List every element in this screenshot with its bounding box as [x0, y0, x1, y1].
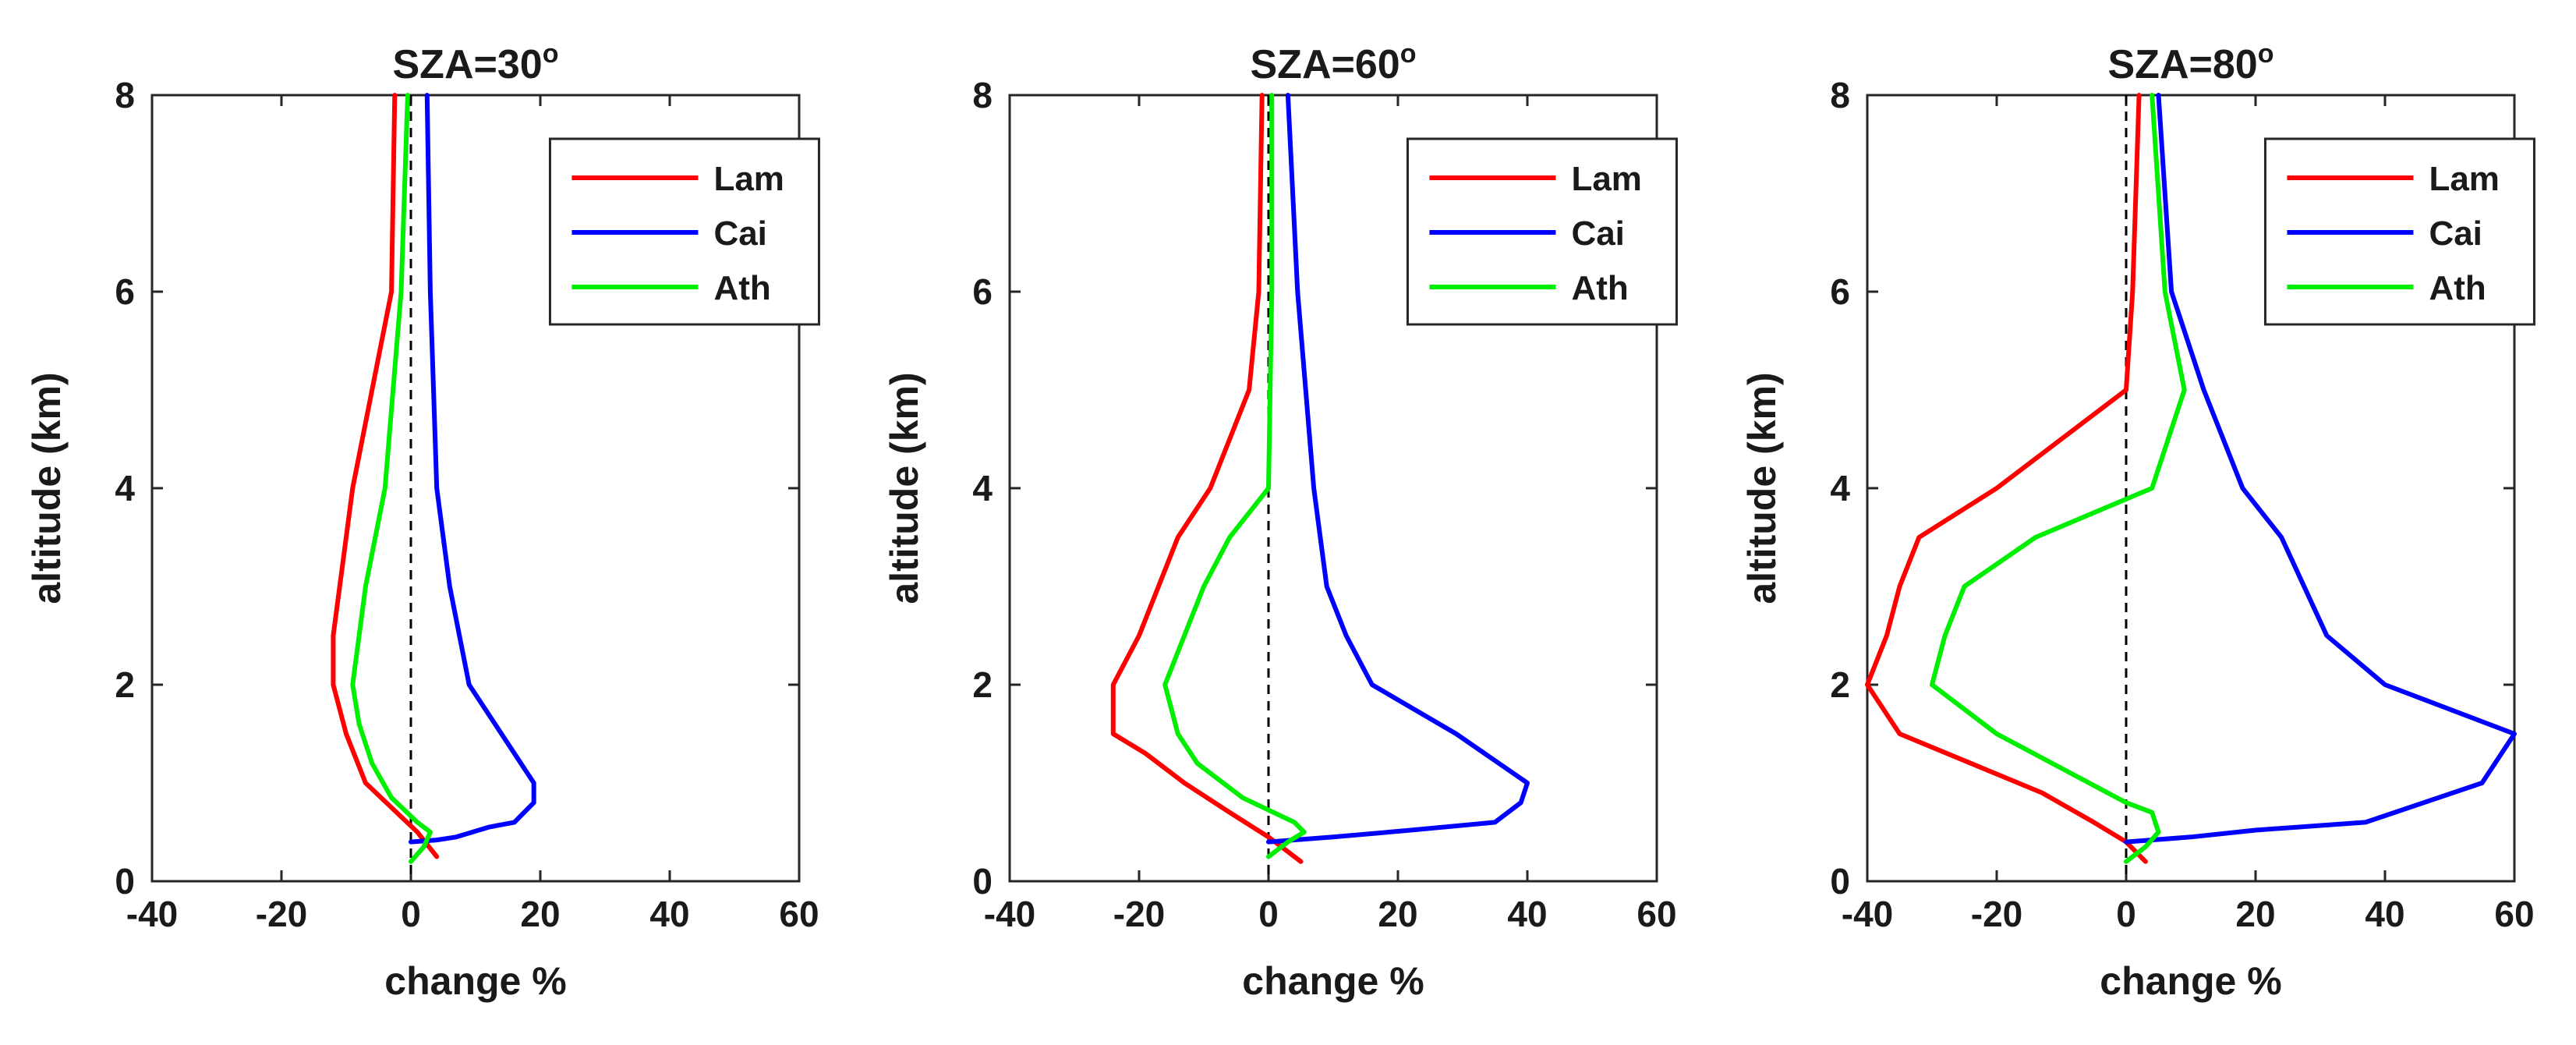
- chart-title: SZA=60o: [1251, 39, 1417, 87]
- chart-title: SZA=30o: [393, 39, 559, 87]
- series-line-cai: [1266, 93, 1530, 845]
- legend: Lam Cai Ath: [1406, 137, 1678, 326]
- x-tick-label: 60: [2494, 894, 2534, 934]
- y-tick-label: 2: [972, 664, 993, 705]
- x-tick-label: -40: [984, 894, 1035, 934]
- series-line-lam: [1110, 93, 1304, 864]
- series-line-lam: [1865, 93, 2148, 864]
- x-tick-label: 0: [1258, 894, 1279, 934]
- x-tick-label: 40: [1507, 894, 1547, 934]
- x-tick-label: 20: [2235, 894, 2275, 934]
- y-tick-label: 0: [115, 861, 135, 902]
- chart-title-text: SZA=80: [2108, 42, 2258, 87]
- x-axis-label: change %: [1242, 959, 1424, 1003]
- x-axis-label: change %: [2100, 959, 2281, 1003]
- x-tick-label: 60: [779, 894, 819, 934]
- y-tick-label: 6: [1830, 271, 1850, 312]
- y-tick-label: 2: [1830, 664, 1850, 705]
- series-line-lam: [331, 93, 440, 859]
- y-axis-label: altitude (km): [1740, 372, 1784, 604]
- y-tick-label: 0: [1830, 861, 1850, 902]
- chart-title-degree: o: [543, 39, 559, 69]
- y-tick-label: 8: [115, 75, 135, 115]
- chart-title-text: SZA=60: [1251, 42, 1400, 87]
- y-tick-label: 6: [115, 271, 135, 312]
- x-tick-label: 20: [520, 894, 560, 934]
- chart-panel-3: -40 -20 0 20 40 60 0 2 4 6 8 Lam Cai Ath SZA=80o change…: [1740, 39, 2535, 1003]
- legend-label: Lam: [2429, 160, 2499, 198]
- x-tick-label: 20: [1378, 894, 1417, 934]
- x-axis-label: change %: [384, 959, 566, 1003]
- chart-title-degree: o: [1400, 39, 1417, 69]
- y-tick-label: 2: [115, 664, 135, 705]
- x-tick-label: -40: [1842, 894, 1893, 934]
- x-tick-label: -40: [126, 894, 178, 934]
- chart-title-degree: o: [2258, 39, 2274, 69]
- legend-label: Cai: [2429, 214, 2482, 253]
- y-tick-label: 4: [115, 468, 135, 508]
- chart-panel-2: -40 -20 0 20 40 60 0 2 4 6 8 Lam Cai Ath SZA=60o change…: [883, 39, 1678, 1003]
- legend-label: Ath: [2429, 269, 2486, 307]
- y-axis-label: altitude (km): [25, 372, 69, 604]
- chart-title-text: SZA=30: [393, 42, 543, 87]
- series-line-cai: [2124, 93, 2517, 845]
- y-tick-label: 6: [972, 271, 993, 312]
- x-tick-label: -20: [1971, 894, 2022, 934]
- x-tick-label: 0: [401, 894, 421, 934]
- legend-label: Ath: [1571, 269, 1628, 307]
- legend: Lam Cai Ath: [548, 137, 820, 326]
- chart-panel-1: -40 -20 0 20 40 60 0 2 4 6 8 Lam Cai Ath SZA=30o change…: [25, 39, 820, 1003]
- y-tick-label: 4: [972, 468, 993, 508]
- x-tick-label: 40: [649, 894, 689, 934]
- x-tick-label: -20: [256, 894, 307, 934]
- legend-label: Cai: [1571, 214, 1624, 253]
- x-tick-label: 60: [1637, 894, 1676, 934]
- y-tick-label: 0: [972, 861, 993, 902]
- y-tick-label: 8: [1830, 75, 1850, 115]
- panels: -40 -20 0 20 40 6002468LamCaiAthSZA=30ochange…: [25, 39, 2535, 1003]
- x-tick-label: 0: [2116, 894, 2136, 934]
- series-line-ath: [350, 93, 433, 864]
- legend-label: Ath: [713, 269, 770, 307]
- y-tick-label: 4: [1830, 468, 1850, 508]
- series-line-ath: [1930, 93, 2187, 864]
- y-tick-label: 8: [972, 75, 993, 115]
- legend-label: Lam: [1571, 160, 1641, 198]
- legend-label: Lam: [713, 160, 784, 198]
- chart-title: SZA=80o: [2108, 39, 2274, 87]
- series-line-cai: [409, 93, 536, 845]
- legend-label: Cai: [713, 214, 766, 253]
- series-line-ath: [1162, 93, 1307, 859]
- x-tick-label: 40: [2365, 894, 2404, 934]
- legend: Lam Cai Ath: [2263, 137, 2535, 326]
- x-tick-label: -20: [1113, 894, 1165, 934]
- y-axis-label: altitude (km): [883, 372, 926, 604]
